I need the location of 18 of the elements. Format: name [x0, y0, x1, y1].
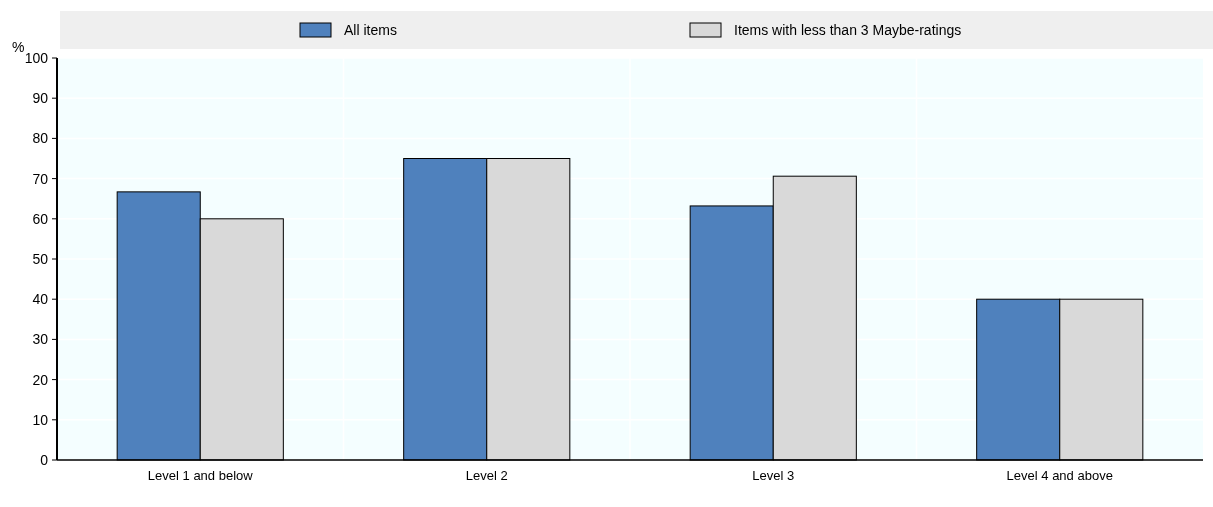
y-tick-label: 40	[32, 291, 49, 308]
y-tick-label: 10	[32, 411, 49, 428]
x-tick-label: Level 3	[752, 468, 795, 483]
legend-label: Items with less than 3 Maybe-ratings	[734, 22, 962, 38]
y-tick-label: 60	[32, 210, 49, 227]
legend-label: All items	[344, 22, 397, 38]
y-axis-title: %	[12, 39, 25, 55]
y-tick-label: 50	[32, 250, 49, 267]
y-tick-label: 80	[32, 130, 49, 147]
y-tick-label: 30	[32, 331, 49, 348]
x-tick-label: Level 1 and below	[147, 468, 254, 483]
y-tick-label: 20	[32, 371, 49, 388]
x-tick-label: Level 4 and above	[1006, 468, 1113, 483]
x-tick-label: Level 2	[465, 468, 508, 483]
y-tick-label: 90	[32, 90, 49, 107]
y-tick-label: 0	[40, 451, 49, 468]
y-tick-label: 100	[24, 49, 49, 66]
y-tick-label: 70	[32, 170, 49, 187]
